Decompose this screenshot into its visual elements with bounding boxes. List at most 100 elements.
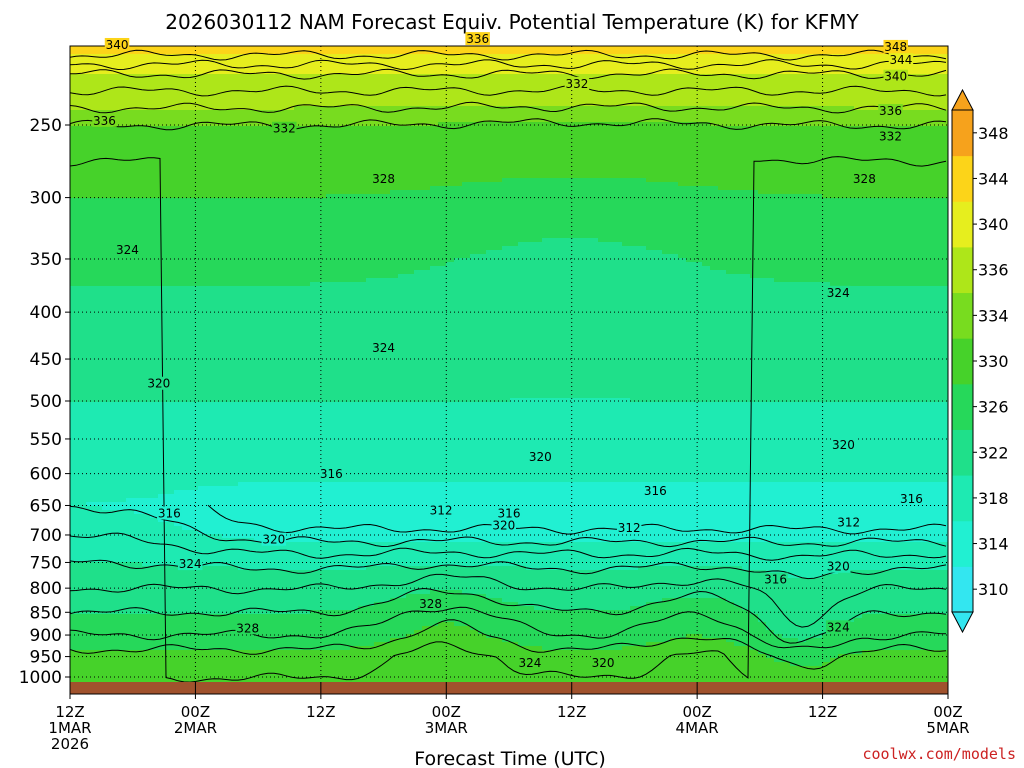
field-cell: [246, 222, 255, 227]
field-cell: [134, 150, 143, 155]
field-cell: [838, 70, 847, 75]
field-cell: [422, 166, 431, 171]
field-cell: [302, 70, 311, 75]
field-cell: [126, 54, 135, 59]
field-cell: [150, 134, 159, 139]
field-cell: [310, 150, 319, 155]
field-cell: [334, 166, 343, 171]
field-cell: [526, 178, 535, 183]
field-cell: [830, 94, 839, 99]
field-cell: [726, 46, 735, 51]
field-cell: [150, 62, 159, 67]
field-cell: [166, 166, 175, 171]
field-cell: [358, 98, 367, 103]
field-cell: [430, 90, 439, 95]
field-cell: [302, 106, 311, 111]
field-cell: [782, 86, 791, 91]
field-cell: [750, 150, 759, 155]
field-cell: [422, 82, 431, 87]
field-cell: [422, 130, 431, 135]
field-cell: [206, 62, 215, 67]
field-cell: [110, 94, 119, 99]
field-cell: [270, 162, 279, 167]
field-cell: [254, 194, 263, 199]
field-cell: [662, 138, 671, 143]
field-cell: [910, 118, 919, 123]
field-cell: [846, 194, 855, 199]
field-cell: [926, 46, 935, 51]
field-cell: [742, 222, 751, 227]
field-cell: [638, 186, 647, 191]
field-cell: [446, 138, 455, 143]
field-cell: [918, 82, 927, 87]
field-cell: [134, 190, 143, 195]
field-cell: [446, 114, 455, 119]
field-cell: [462, 194, 471, 199]
field-cell: [654, 206, 663, 211]
field-cell: [518, 130, 527, 135]
field-cell: [790, 194, 799, 199]
field-cell: [78, 150, 87, 155]
field-cell: [510, 222, 519, 227]
field-cell: [862, 150, 871, 155]
field-cell: [630, 70, 639, 75]
field-cell: [414, 218, 423, 223]
field-cell: [734, 70, 743, 75]
field-cell: [806, 202, 815, 207]
field-cell: [638, 50, 647, 55]
field-cell: [278, 158, 287, 163]
field-cell: [734, 222, 743, 227]
field-cell: [694, 130, 703, 135]
field-cell: [238, 58, 247, 63]
field-cell: [462, 50, 471, 55]
field-cell: [246, 74, 255, 79]
field-cell: [782, 62, 791, 67]
field-cell: [814, 218, 823, 223]
field-cell: [806, 118, 815, 123]
field-cell: [798, 58, 807, 63]
field-cell: [142, 226, 151, 231]
field-cell: [566, 70, 575, 75]
field-cell: [214, 66, 223, 71]
field-cell: [814, 50, 823, 55]
field-cell: [486, 134, 495, 139]
field-cell: [630, 142, 639, 147]
field-cell: [742, 190, 751, 195]
field-cell: [918, 106, 927, 111]
field-cell: [830, 166, 839, 171]
field-cell: [486, 150, 495, 155]
field-cell: [598, 66, 607, 71]
field-cell: [822, 162, 831, 167]
field-cell: [478, 86, 487, 91]
field-cell: [334, 134, 343, 139]
field-cell: [710, 206, 719, 211]
field-cell: [462, 166, 471, 171]
field-cell: [526, 130, 535, 135]
field-cell: [910, 46, 919, 51]
field-cell: [678, 206, 687, 211]
field-cell: [174, 150, 183, 155]
field-cell: [454, 106, 463, 111]
field-cell: [118, 134, 127, 139]
field-cell: [534, 114, 543, 119]
field-cell: [766, 174, 775, 179]
field-cell: [214, 122, 223, 127]
field-cell: [198, 122, 207, 127]
field-cell: [94, 198, 103, 203]
field-cell: [238, 82, 247, 87]
field-cell: [766, 58, 775, 63]
field-cell: [126, 50, 135, 55]
field-cell: [710, 174, 719, 179]
field-cell: [254, 90, 263, 95]
field-cell: [118, 58, 127, 63]
field-cell: [366, 138, 375, 143]
field-cell: [222, 226, 231, 231]
field-cell: [686, 218, 695, 223]
field-cell: [326, 178, 335, 183]
field-cell: [782, 78, 791, 83]
field-cell: [822, 94, 831, 99]
field-cell: [166, 202, 175, 207]
field-cell: [678, 106, 687, 111]
field-cell: [550, 202, 559, 207]
field-cell: [510, 146, 519, 151]
